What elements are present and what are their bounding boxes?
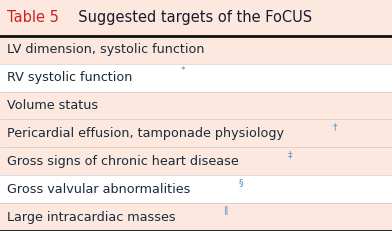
Bar [0, 119, 392, 147]
Bar [0, 147, 392, 175]
Bar [0, 64, 392, 91]
Bar [0, 203, 392, 231]
Bar [0, 91, 392, 119]
Text: Gross valvular abnormalities: Gross valvular abnormalities [7, 183, 191, 196]
Text: *: * [181, 67, 185, 76]
Bar [0, 175, 392, 203]
Text: Table 5: Table 5 [7, 10, 59, 25]
Text: Pericardial effusion, tamponade physiology: Pericardial effusion, tamponade physiolo… [7, 127, 284, 140]
Bar [0, 0, 392, 36]
Text: §: § [239, 178, 243, 187]
Text: Large intracardiac masses: Large intracardiac masses [7, 211, 176, 224]
Text: Suggested targets of the FoCUS: Suggested targets of the FoCUS [69, 10, 312, 25]
Text: Volume status: Volume status [7, 99, 98, 112]
Text: ‖: ‖ [224, 206, 229, 215]
Text: †: † [333, 122, 337, 131]
Text: Gross signs of chronic heart disease: Gross signs of chronic heart disease [7, 155, 239, 168]
Text: Gross valvular abnormalities: Gross valvular abnormalities [7, 183, 191, 196]
Text: Pericardial effusion, tamponade physiology: Pericardial effusion, tamponade physiolo… [7, 127, 284, 140]
Text: RV systolic function: RV systolic function [7, 71, 132, 84]
Text: LV dimension, systolic function: LV dimension, systolic function [7, 43, 205, 56]
Text: Large intracardiac masses: Large intracardiac masses [7, 211, 176, 224]
Text: RV systolic function: RV systolic function [7, 71, 132, 84]
Text: ‡: ‡ [287, 150, 292, 159]
Text: Gross signs of chronic heart disease: Gross signs of chronic heart disease [7, 155, 239, 168]
Bar [0, 36, 392, 64]
